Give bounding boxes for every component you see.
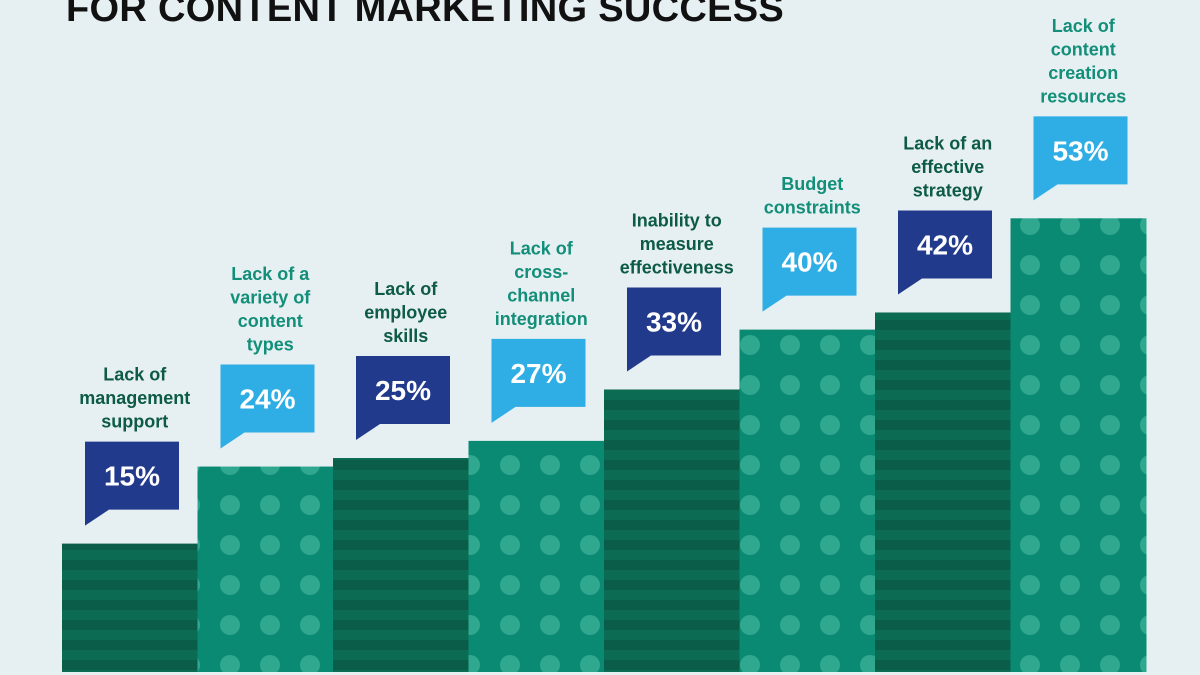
category-label-7: Lack of an effective strategy	[903, 133, 992, 200]
category-label-8: Lack of content creation resources	[1040, 16, 1126, 107]
value-bubble-5: 33%	[627, 287, 721, 372]
value-bubble-3: 25%	[356, 356, 450, 440]
bars	[62, 218, 1147, 672]
value-label-6: 40%	[781, 247, 837, 278]
category-label-5: Inability to measure effectiveness	[620, 211, 734, 278]
value-label-7: 42%	[917, 229, 973, 260]
category-labels: Lack of management support Lack of a variety…	[79, 16, 1126, 432]
bar-8	[1010, 218, 1147, 672]
bar-3	[333, 458, 469, 672]
category-label-1: Lack of management support	[79, 365, 190, 432]
value-bubble-1: 15%	[85, 441, 179, 526]
category-label-6: Budget constraints	[764, 174, 861, 218]
value-bubbles: 15% 24% 25% 27% 33% 40% 42% 53%	[85, 116, 1128, 526]
value-label-8: 53%	[1052, 135, 1108, 166]
bar-6	[739, 329, 876, 672]
bar-4	[468, 440, 605, 672]
value-bubble-7: 42%	[898, 210, 992, 295]
value-bubble-4: 27%	[491, 338, 586, 423]
bar-1	[62, 543, 198, 672]
category-label-2: Lack of a variety of content types	[230, 264, 311, 355]
value-label-1: 15%	[104, 461, 160, 492]
bar-2	[197, 466, 334, 672]
value-label-2: 24%	[239, 384, 295, 415]
value-bubble-8: 53%	[1033, 116, 1128, 201]
chart-title: FOR CONTENT MARKETING SUCCESS	[66, 0, 785, 30]
value-bubble-6: 40%	[762, 227, 857, 312]
value-label-3: 25%	[375, 375, 431, 406]
category-label-3: Lack of employee skills	[364, 279, 447, 346]
bar-5	[604, 389, 740, 672]
bar-7	[875, 312, 1011, 672]
value-label-4: 27%	[510, 358, 566, 389]
value-bubble-2: 24%	[220, 364, 315, 449]
category-label-4: Lack of cross-channel integration	[495, 238, 588, 329]
value-label-5: 33%	[646, 307, 702, 338]
